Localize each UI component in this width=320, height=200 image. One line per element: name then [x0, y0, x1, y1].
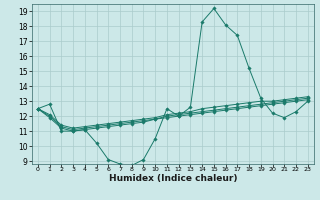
X-axis label: Humidex (Indice chaleur): Humidex (Indice chaleur) — [108, 174, 237, 183]
